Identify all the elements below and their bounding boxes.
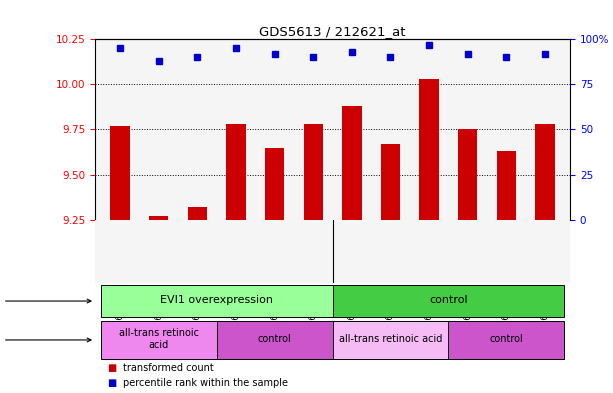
Bar [342, 106, 362, 220]
Bar [449, 321, 565, 359]
Text: ■: ■ [107, 363, 116, 373]
Text: all-trans retinoic acid: all-trans retinoic acid [339, 334, 442, 344]
Bar [497, 151, 516, 220]
Bar [101, 321, 216, 359]
Text: percentile rank within the sample: percentile rank within the sample [123, 378, 287, 388]
Bar [333, 285, 565, 317]
Text: transformed count: transformed count [123, 363, 213, 373]
Text: control: control [257, 334, 292, 344]
Bar [535, 124, 555, 220]
Bar [419, 79, 439, 220]
Bar [149, 216, 169, 220]
Bar [303, 124, 323, 220]
Bar [226, 124, 246, 220]
Text: all-trans retinoic
acid: all-trans retinoic acid [119, 328, 199, 350]
Text: EVI1 overexpression: EVI1 overexpression [160, 295, 273, 305]
Text: control: control [429, 295, 468, 305]
Bar [110, 126, 130, 220]
Bar [265, 147, 284, 220]
Text: control: control [490, 334, 524, 344]
Bar [381, 144, 400, 220]
Bar [333, 321, 449, 359]
Bar [101, 285, 332, 317]
Text: agent: agent [0, 335, 91, 345]
Bar [458, 129, 478, 220]
Title: GDS5613 / 212621_at: GDS5613 / 212621_at [259, 25, 406, 38]
Bar [188, 207, 207, 220]
Text: genotype/variation: genotype/variation [0, 296, 91, 306]
Text: ■: ■ [107, 378, 116, 388]
Bar [216, 321, 333, 359]
